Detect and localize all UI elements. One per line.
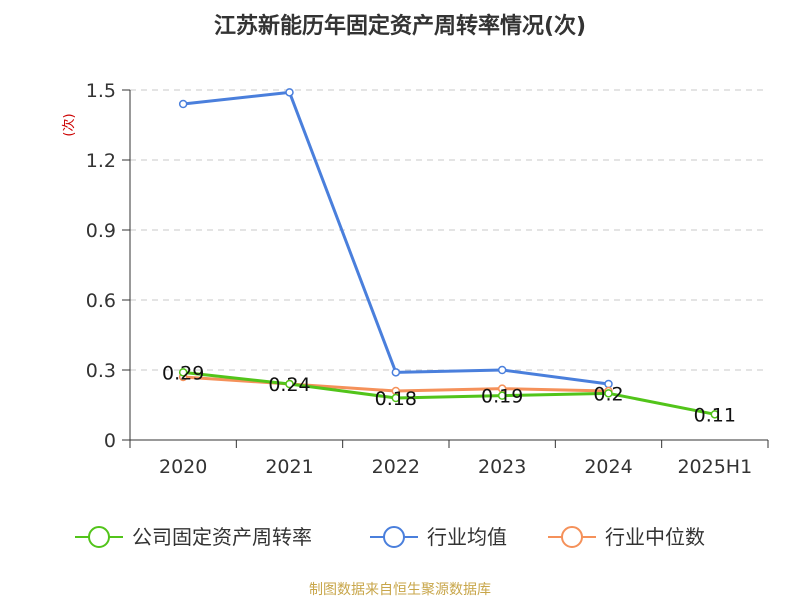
y-tick-label: 0 xyxy=(104,430,116,452)
y-tick-label: 1.5 xyxy=(86,80,116,102)
series-point-1 xyxy=(391,368,401,377)
source-note: 制图数据来自恒生聚源数据库 xyxy=(309,582,491,598)
data-label: 0.11 xyxy=(694,404,736,426)
series-point-0 xyxy=(391,393,401,403)
y-axis-label: (次) xyxy=(61,113,77,136)
grid xyxy=(130,89,768,371)
legend-label: 公司固定资产周转率 xyxy=(132,525,312,549)
data-label: 0.19 xyxy=(481,386,523,408)
y-tick-label: 0.6 xyxy=(86,290,116,312)
series-line-0 xyxy=(183,370,716,416)
legend-label: 行业均值 xyxy=(427,525,507,549)
data-label: 0.29 xyxy=(162,362,204,384)
series-point-0 xyxy=(178,368,188,377)
x-tick-label: 2021 xyxy=(265,456,313,478)
series-line-1 xyxy=(183,90,609,386)
y-tick-label: 0.9 xyxy=(86,220,116,242)
data-label: 0.18 xyxy=(375,388,417,410)
series-point-1 xyxy=(285,88,294,97)
legend-item-0[interactable]: 公司固定资产周转率 xyxy=(75,525,312,549)
data-label: 0.2 xyxy=(593,383,623,405)
legend-item-2[interactable]: 行业中位数 xyxy=(548,525,705,549)
y-tick-label: 1.2 xyxy=(86,150,116,172)
series-point-1 xyxy=(178,99,188,109)
y-tick-label: 0.3 xyxy=(86,360,116,382)
x-tick-label: 2025H1 xyxy=(677,456,752,478)
series-point-0 xyxy=(497,391,507,400)
x-tick-label: 2024 xyxy=(584,456,632,478)
legend-swatch-marker xyxy=(561,526,583,548)
x-tick-label: 2023 xyxy=(478,456,526,478)
x-tick-label: 2020 xyxy=(159,456,207,478)
series-layer xyxy=(178,88,720,419)
series-point-0 xyxy=(604,389,613,398)
legend[interactable]: 公司固定资产周转率 行业均值 行业中位数 xyxy=(75,525,705,549)
legend-swatch-marker xyxy=(88,526,110,548)
axes: 0 0.3 0.6 0.9 1.2 1.5 2020 2021 2022 2023 2024 2025… xyxy=(86,80,769,478)
series-point-0 xyxy=(710,410,720,419)
legend-swatch-marker xyxy=(383,526,405,548)
series-point-0 xyxy=(285,379,294,389)
legend-item-1[interactable]: 行业均值 xyxy=(370,525,507,549)
x-tick-label: 2022 xyxy=(372,456,420,478)
chart-title: 江苏新能历年固定资产周转率情况(次) xyxy=(214,13,586,39)
data-labels: 0.29 0.24 0.18 0.19 0.2 0.11 xyxy=(162,362,736,426)
series-point-1 xyxy=(497,365,507,375)
data-label: 0.24 xyxy=(268,374,310,396)
legend-label: 行业中位数 xyxy=(605,525,705,549)
